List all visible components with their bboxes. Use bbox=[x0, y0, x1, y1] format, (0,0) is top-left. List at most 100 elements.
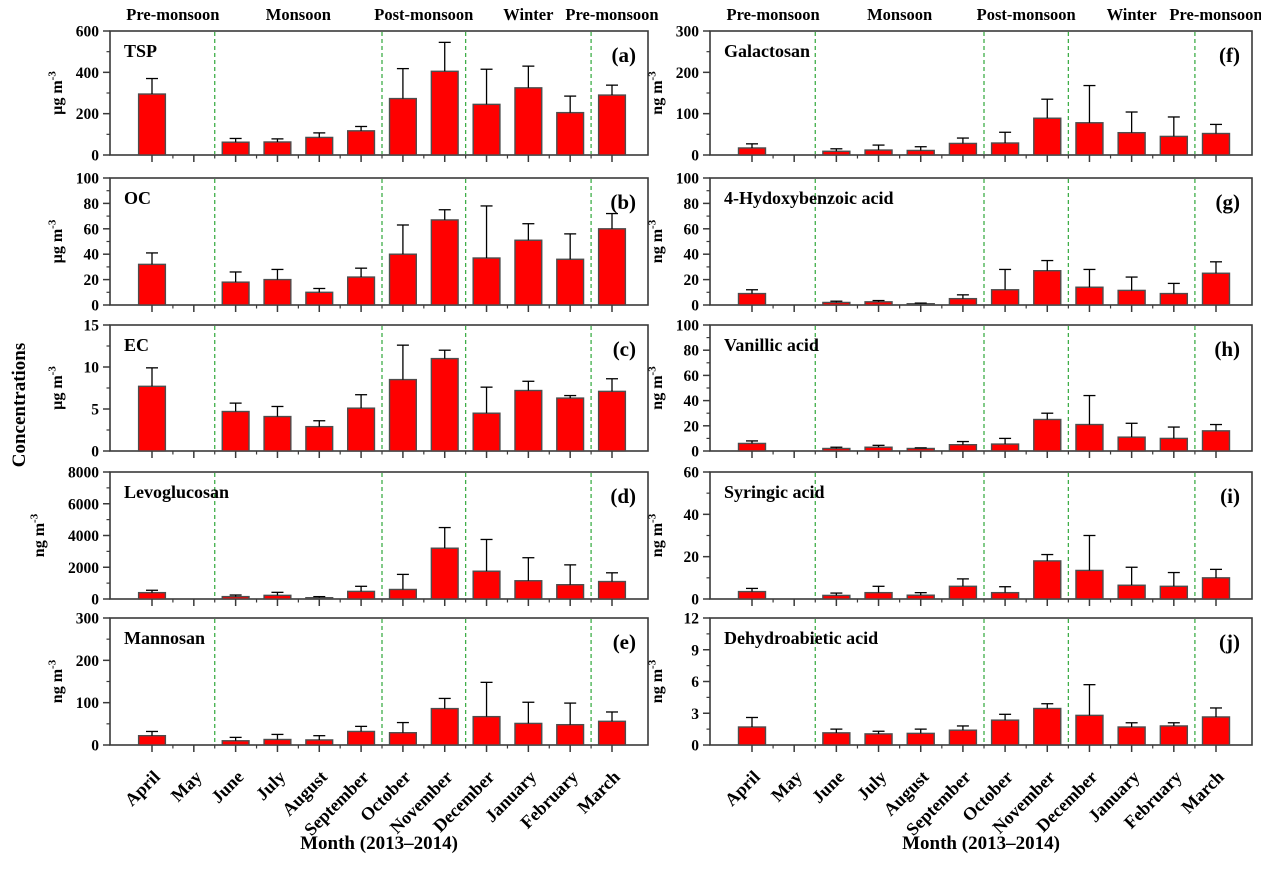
bar-april bbox=[737, 590, 767, 600]
bar-february bbox=[556, 584, 585, 600]
bar-december bbox=[1075, 423, 1104, 452]
bar-march bbox=[1201, 430, 1231, 452]
bar-september bbox=[347, 276, 376, 306]
bar-december bbox=[472, 257, 501, 306]
bar-december bbox=[1075, 569, 1104, 600]
bar-march bbox=[597, 720, 627, 746]
bar-january bbox=[1117, 131, 1146, 156]
bar-september bbox=[948, 297, 978, 306]
y-tick-label: 6 bbox=[691, 674, 699, 691]
season-label-left-2: Post-monsoon bbox=[374, 5, 473, 24]
panel-h: 0 20 40 60 80 100 Vanillic acid (h) ng m-3 bbox=[647, 318, 1253, 461]
panel-unit-f: ng m-3 bbox=[647, 71, 667, 115]
bar-july bbox=[263, 738, 292, 746]
y-tick-label: 6000 bbox=[68, 496, 99, 513]
panel-unit-h: ng m-3 bbox=[647, 366, 667, 410]
y-tick-label: 300 bbox=[676, 24, 700, 41]
bar-august bbox=[906, 149, 935, 156]
season-label-right-3: Winter bbox=[1107, 5, 1157, 24]
bar-november bbox=[1033, 270, 1062, 306]
bar-june bbox=[221, 740, 250, 746]
bar-january bbox=[1117, 436, 1146, 452]
y-tick-label: 60 bbox=[684, 221, 700, 238]
bar-february bbox=[556, 111, 585, 156]
season-label-right-0: Pre-monsoon bbox=[726, 5, 819, 24]
panel-letter-e: (e) bbox=[613, 630, 636, 654]
bar-april bbox=[137, 385, 167, 452]
y-tick-label: 100 bbox=[676, 106, 700, 123]
bar-june bbox=[221, 410, 250, 452]
bar-august bbox=[906, 303, 935, 306]
bar-june bbox=[221, 595, 250, 600]
bar-june bbox=[822, 594, 851, 600]
bar-february bbox=[1159, 292, 1189, 306]
bar-june bbox=[822, 732, 851, 746]
panel-title-h: Vanillic acid bbox=[724, 335, 819, 355]
panel-unit-e: ng m-3 bbox=[47, 659, 67, 703]
bar-march bbox=[1201, 272, 1231, 306]
panel-letter-c: (c) bbox=[613, 337, 636, 361]
bar-march bbox=[597, 390, 627, 452]
bar-july bbox=[864, 301, 893, 306]
panel-unit-b: µg m-3 bbox=[47, 219, 67, 263]
season-label-left-3: Winter bbox=[503, 5, 553, 24]
bar-october bbox=[990, 142, 1020, 156]
bar-february bbox=[1159, 135, 1189, 156]
bar-april bbox=[737, 292, 767, 306]
bar-july bbox=[263, 141, 292, 156]
x-tick-label-right-june: June bbox=[808, 767, 848, 807]
y-tick-label: 100 bbox=[676, 171, 700, 188]
y-tick-label: 60 bbox=[84, 221, 100, 238]
bar-june bbox=[822, 150, 851, 156]
bar-august bbox=[906, 447, 935, 452]
y-tick-label: 3 bbox=[691, 706, 699, 723]
bar-august bbox=[305, 136, 334, 156]
panel-title-c: EC bbox=[124, 335, 149, 355]
bar-january bbox=[1117, 584, 1146, 600]
bar-march bbox=[1201, 716, 1231, 746]
bar-december bbox=[1075, 286, 1104, 306]
x-tick-label-left-april: April bbox=[121, 767, 164, 810]
bar-november bbox=[1033, 707, 1062, 746]
season-label-right-2: Post-monsoon bbox=[977, 5, 1076, 24]
bar-april bbox=[137, 734, 167, 746]
panel-f: 0 100 200 300 Galactosan (f) ng m-3 bbox=[647, 24, 1253, 165]
panel-title-g: 4-Hydoxybenzoic acid bbox=[724, 188, 894, 208]
x-tick-label-right-july: July bbox=[853, 767, 890, 804]
y-tick-label: 2000 bbox=[68, 560, 99, 577]
x-tick-label-right-april: April bbox=[721, 767, 764, 810]
bar-july bbox=[864, 149, 893, 156]
x-tick-label-right-march: March bbox=[1177, 767, 1228, 818]
bar-march bbox=[1201, 132, 1231, 156]
y-tick-label: 80 bbox=[684, 196, 700, 213]
y-tick-label: 600 bbox=[76, 24, 100, 41]
panel-e: 0 100 200 300 Mannosan (e) ng m-3 bbox=[47, 611, 649, 755]
bar-september bbox=[948, 585, 978, 600]
y-tick-label: 300 bbox=[76, 611, 100, 628]
bar-october bbox=[388, 253, 417, 306]
bar-august bbox=[305, 597, 334, 600]
bar-november bbox=[1033, 418, 1062, 452]
y-tick-label: 15 bbox=[84, 318, 100, 335]
bar-march bbox=[597, 580, 627, 600]
y-tick-label: 4000 bbox=[68, 528, 99, 545]
panel-letter-a: (a) bbox=[612, 43, 637, 67]
panel-letter-d: (d) bbox=[610, 484, 636, 508]
y-tick-label: 20 bbox=[684, 272, 700, 289]
panel-unit-d: ng m-3 bbox=[29, 513, 49, 557]
y-tick-label: 0 bbox=[91, 148, 99, 165]
panel-title-f: Galactosan bbox=[724, 41, 810, 61]
bar-september bbox=[347, 590, 376, 600]
bar-july bbox=[864, 733, 893, 746]
bar-september bbox=[347, 730, 376, 746]
bar-april bbox=[737, 726, 767, 746]
bar-november bbox=[430, 707, 459, 746]
panel-c: 0 5 10 15 EC (c) µg m-3 bbox=[47, 318, 649, 461]
panel-title-a: TSP bbox=[124, 41, 157, 61]
panel-d: 0 2000 4000 6000 8000 Levoglucosan (d) ng m-3 bbox=[29, 465, 649, 609]
bar-november bbox=[430, 70, 459, 156]
y-tick-label: 0 bbox=[691, 738, 699, 755]
x-tick-label-left-july: July bbox=[252, 767, 289, 804]
